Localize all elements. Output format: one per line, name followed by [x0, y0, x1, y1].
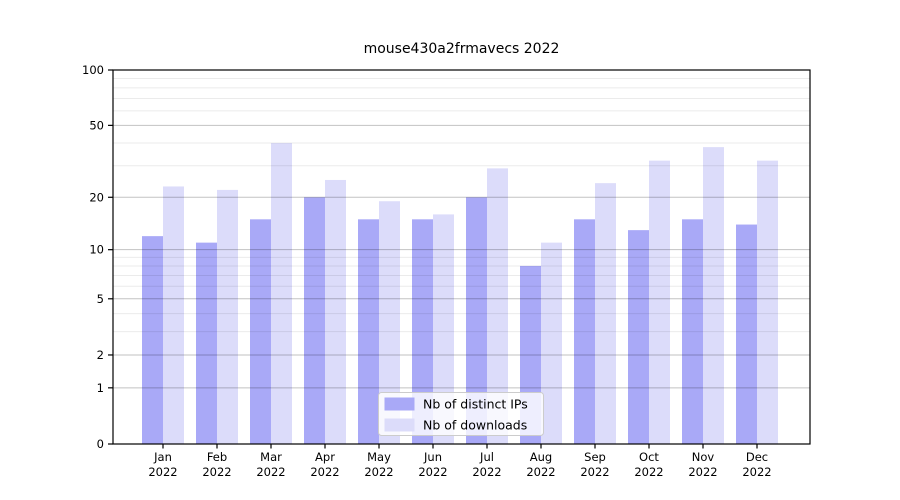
y-tick-label: 2	[97, 348, 104, 362]
bar-downloads-10	[649, 160, 670, 444]
x-tick-label: Jan 2022	[148, 450, 177, 479]
x-tick-label: Apr 2022	[310, 450, 339, 479]
bar-downloads-1	[163, 186, 184, 444]
x-tick-label: Mar 2022	[256, 450, 285, 479]
bar-downloads-11	[703, 147, 724, 445]
bars-layer	[142, 143, 778, 445]
bar-distinct-ips-5	[358, 219, 379, 444]
legend-label-distinct-ips: Nb of distinct IPs	[423, 397, 528, 412]
y-tick-label: 50	[89, 118, 104, 132]
bar-distinct-ips-10	[628, 230, 649, 444]
bar-distinct-ips-3	[250, 219, 271, 444]
y-tick-label: 1	[97, 381, 104, 395]
legend-swatch-distinct-ips	[384, 397, 415, 411]
x-tick-label: Jun 2022	[418, 450, 447, 479]
legend-box	[378, 392, 544, 436]
bar-downloads-12	[757, 160, 778, 444]
x-tick-label: Aug 2022	[526, 450, 555, 479]
bar-downloads-8	[541, 242, 562, 444]
bar-downloads-7	[487, 168, 508, 444]
y-tick-label: 0	[97, 437, 104, 451]
x-tick-label: Dec 2022	[742, 450, 771, 479]
chart-title: mouse430a2frmavecs 2022	[364, 41, 560, 57]
bar-downloads-5	[379, 201, 400, 444]
y-tick-label: 10	[89, 243, 104, 257]
y-tick-label: 5	[97, 292, 104, 306]
bar-downloads-9	[595, 183, 616, 444]
bar-downloads-6	[433, 214, 454, 444]
bar-distinct-ips-9	[574, 219, 595, 444]
x-tick-label: Feb 2022	[202, 450, 231, 479]
x-tick-label: Nov 2022	[688, 450, 717, 479]
y-tick-label: 20	[89, 190, 104, 204]
bar-distinct-ips-11	[682, 219, 703, 444]
bar-distinct-ips-6	[412, 219, 433, 444]
bar-distinct-ips-7	[466, 197, 487, 444]
bar-downloads-3	[271, 143, 292, 444]
plot-frame	[112, 69, 811, 445]
legend-label-downloads: Nb of downloads	[423, 418, 527, 433]
gridlines-layer	[113, 69, 810, 389]
x-tick-label: Oct 2022	[634, 450, 663, 479]
x-tick-label: Jul 2022	[472, 450, 501, 479]
legend-swatch-downloads	[384, 418, 415, 432]
bar-distinct-ips-12	[736, 224, 757, 444]
x-tick-label: May 2022	[364, 450, 393, 479]
bar-distinct-ips-2	[196, 242, 217, 444]
bar-distinct-ips-4	[304, 197, 325, 444]
bar-downloads-2	[217, 189, 238, 444]
bar-downloads-4	[325, 179, 346, 444]
legend: Nb of distinct IPs Nb of downloads	[378, 392, 544, 436]
x-tick-label: Sep 2022	[580, 450, 609, 479]
y-tick-label: 100	[82, 63, 104, 77]
axes-layer: 0 1 2 5 10 20 50 100 Jan 2022 Feb 2022 Mar 2022 Apr 202…	[82, 41, 811, 479]
bar-distinct-ips-1	[142, 236, 163, 444]
